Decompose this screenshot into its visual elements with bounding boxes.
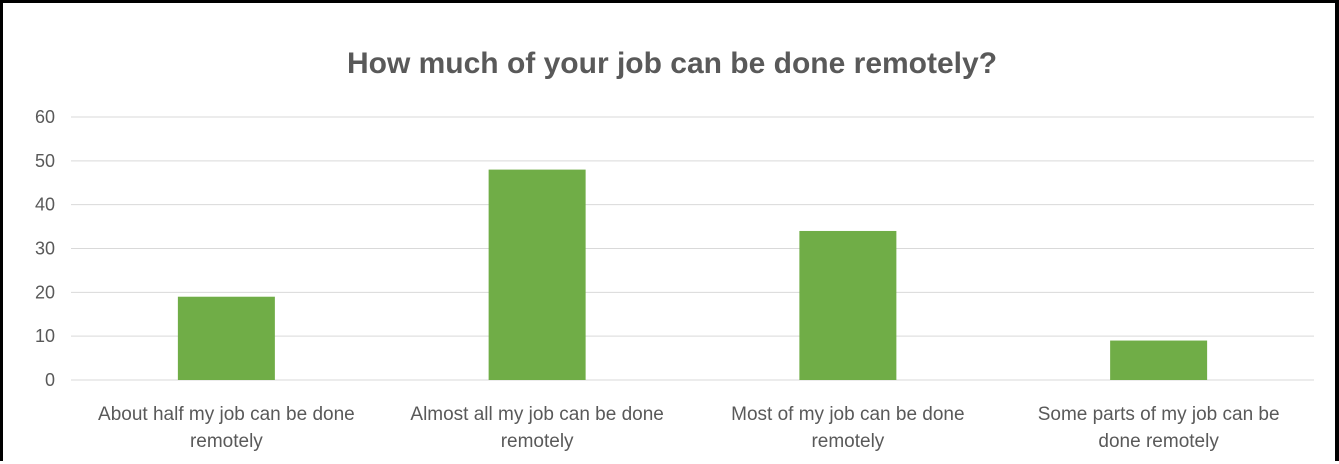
x-category-label: remotely xyxy=(501,431,574,452)
bars xyxy=(177,169,1208,380)
bar xyxy=(488,169,586,380)
y-tick-label: 50 xyxy=(35,151,55,171)
bar xyxy=(799,230,897,380)
bar xyxy=(1110,340,1208,380)
gridlines xyxy=(71,116,1314,381)
y-tick-label: 60 xyxy=(35,107,55,127)
y-tick-label: 30 xyxy=(35,239,55,259)
y-tick-label: 0 xyxy=(45,370,55,390)
x-category-label: About half my job can be done xyxy=(98,404,355,425)
chart-title: How much of your job can be done remotel… xyxy=(347,47,997,80)
x-category-label: remotely xyxy=(190,431,263,452)
x-category-label: done remotely xyxy=(1098,431,1219,452)
x-axis-category-labels: About half my job can be done remotely Alm… xyxy=(98,404,1280,452)
y-axis-tick-labels: 0 10 20 30 40 50 60 xyxy=(35,107,55,390)
x-category-label: remotely xyxy=(811,431,884,452)
x-category-label: Almost all my job can be done xyxy=(410,404,663,425)
x-category-label: Most of my job can be done xyxy=(731,404,964,425)
y-tick-label: 10 xyxy=(35,326,55,346)
x-category-label: Some parts of my job can be xyxy=(1038,404,1280,425)
bar xyxy=(177,296,275,380)
bar-chart: How much of your job can be done remotel… xyxy=(35,47,1314,452)
y-tick-label: 40 xyxy=(35,195,55,215)
y-tick-label: 20 xyxy=(35,282,55,302)
